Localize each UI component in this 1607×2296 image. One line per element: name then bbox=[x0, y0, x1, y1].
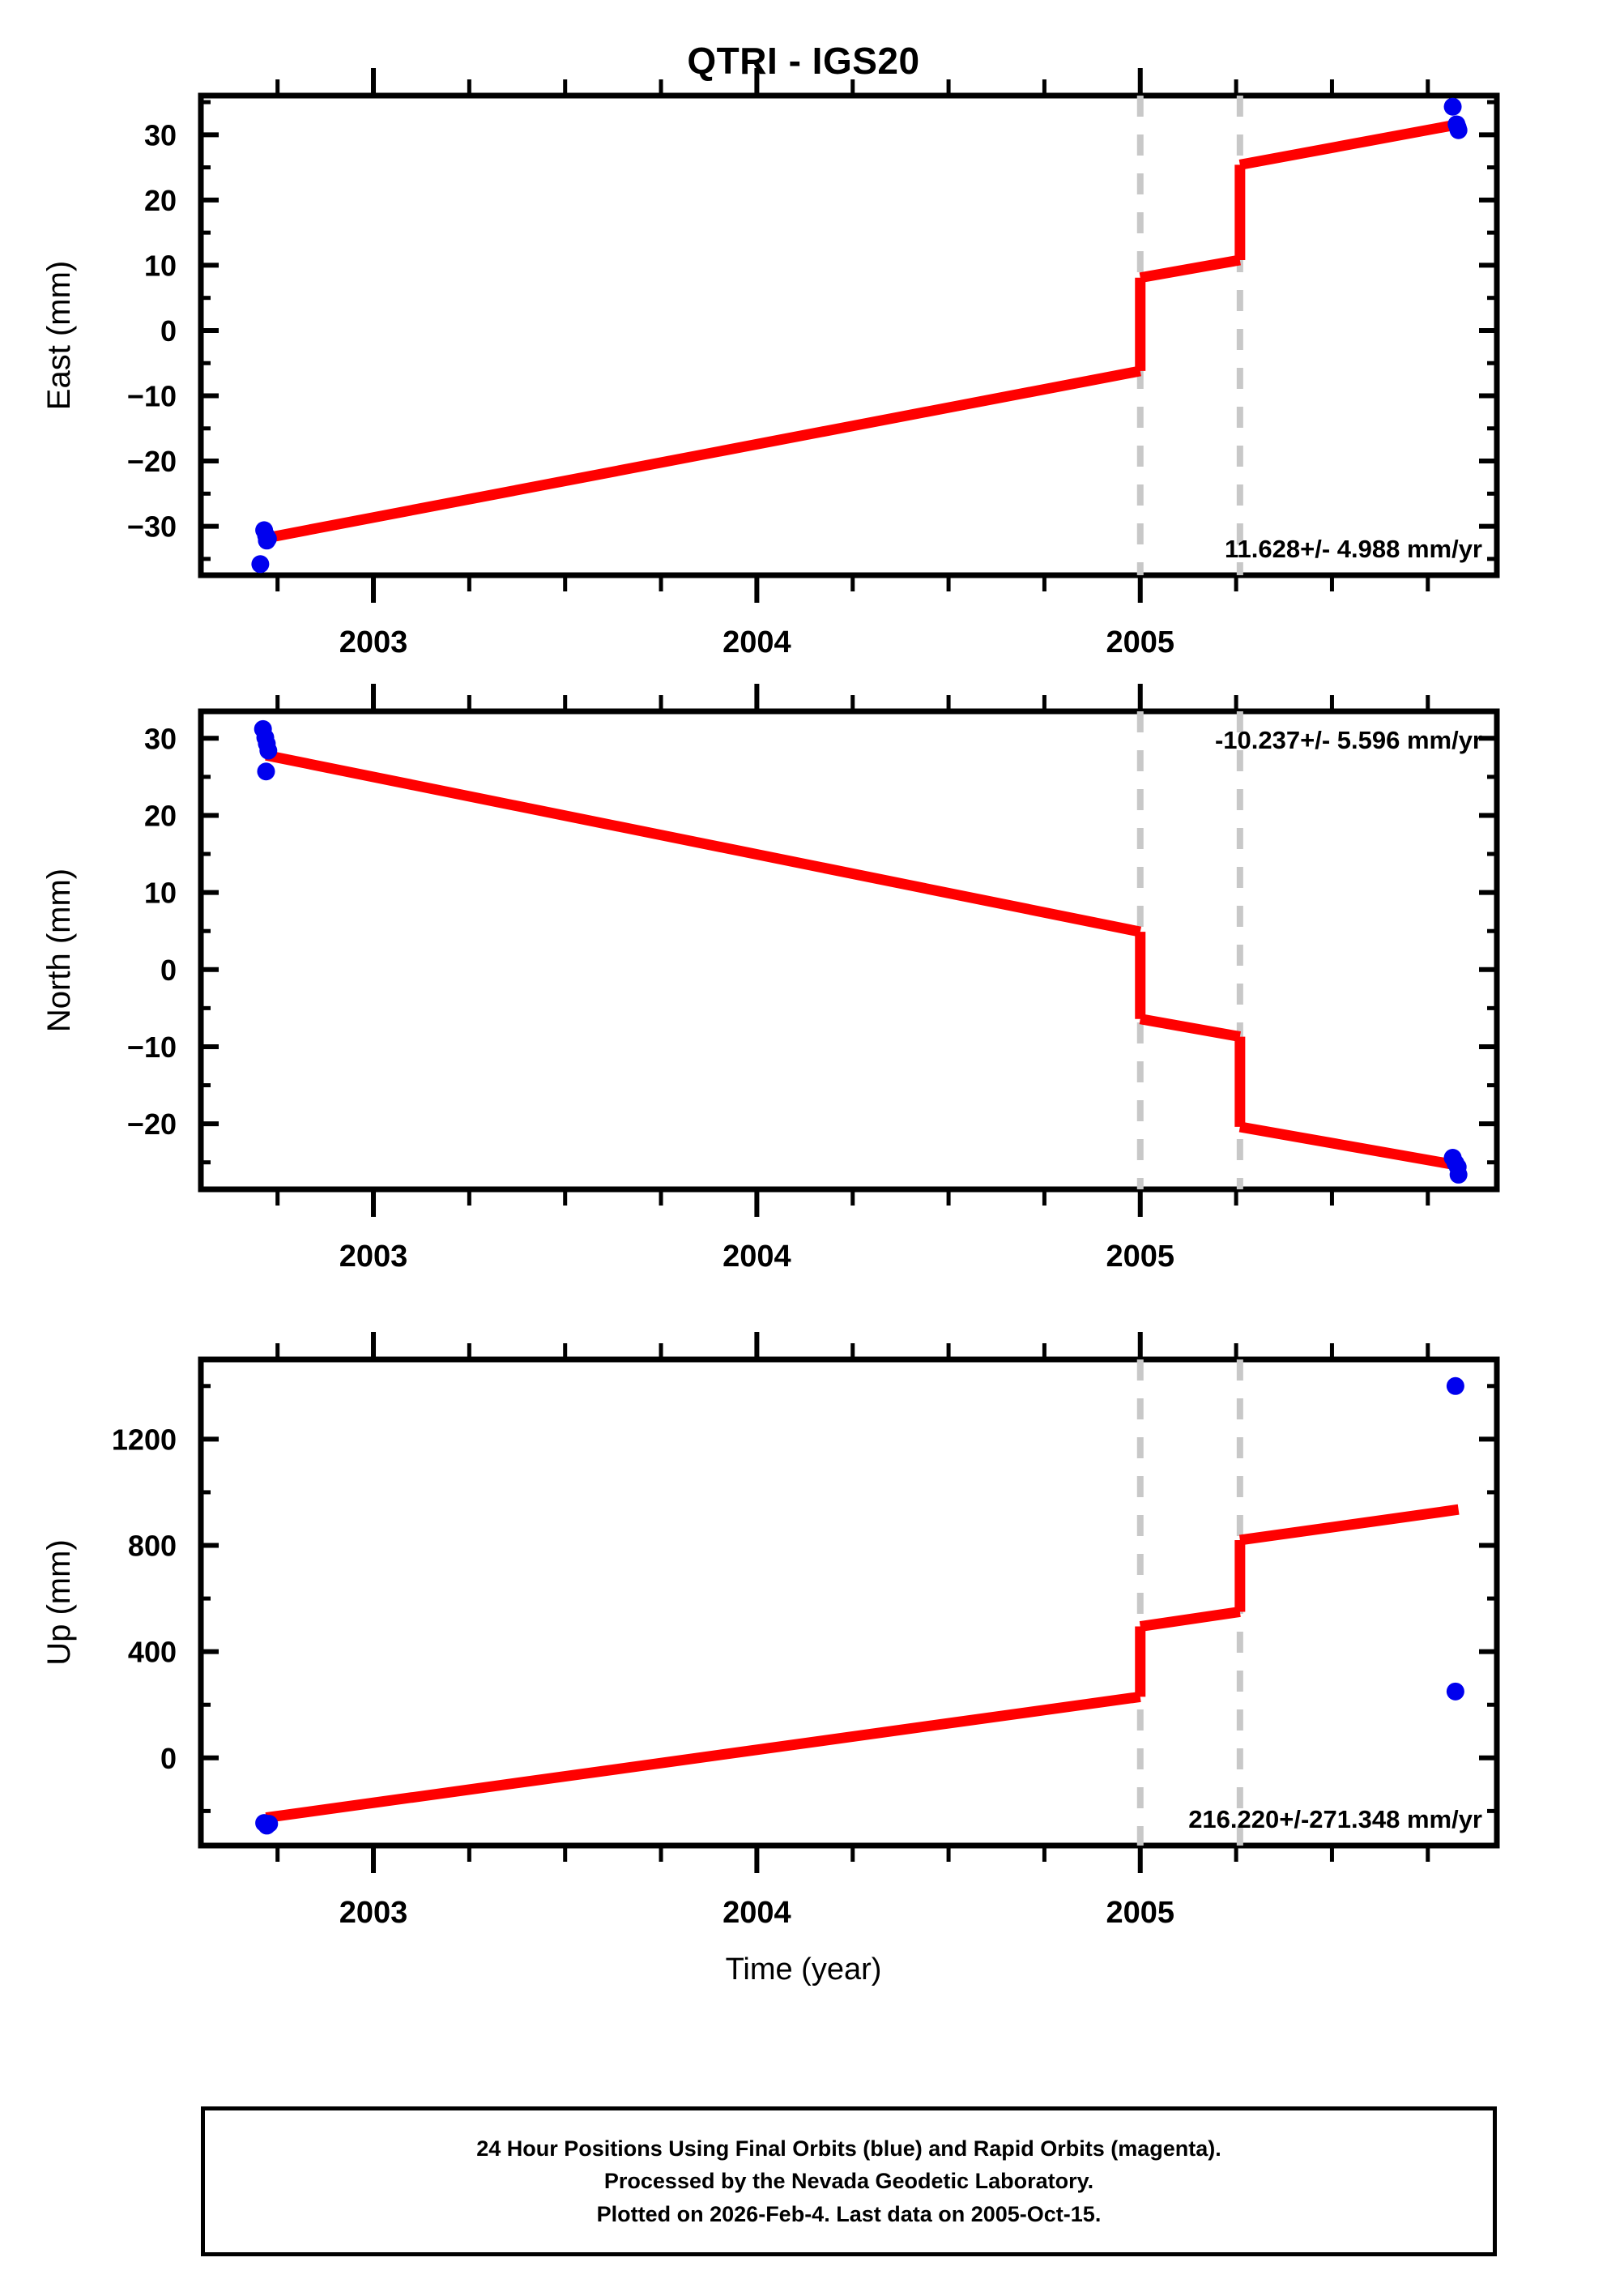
y-tick-label-north-3: 10 bbox=[144, 877, 177, 910]
y-tick-label-north-5: 30 bbox=[144, 722, 177, 755]
model-trend-segment-north-1 bbox=[1139, 1014, 1241, 1042]
y-tick-label-up-1: 400 bbox=[128, 1636, 177, 1669]
caption-line-3: Plotted on 2026-Feb-4. Last data on 2005… bbox=[596, 2201, 1102, 2226]
page-title: QTRI - IGS20 bbox=[687, 40, 920, 82]
data-point-north-4 bbox=[257, 762, 275, 781]
y-tick-label-east-1: −20 bbox=[127, 445, 177, 478]
panel-north: −20 −10 0 10 20 30 2003 2004 2005 -10.237+/- 5.59… bbox=[0, 632, 1607, 1312]
x-tick-label-up-2: 2005 bbox=[1106, 1896, 1174, 1930]
figure-caption-box: 24 Hour Positions Using Final Orbits (bl… bbox=[201, 2106, 1497, 2256]
y-tick-label-up-2: 800 bbox=[128, 1530, 177, 1563]
model-trend-segment-east-2 bbox=[1238, 119, 1460, 170]
x-tick-label-up-1: 2004 bbox=[723, 1896, 791, 1930]
model-trend-segment-east-0 bbox=[265, 365, 1141, 544]
y-tick-label-north-1: −10 bbox=[127, 1031, 177, 1064]
data-point-north-8 bbox=[1449, 1165, 1468, 1184]
model-trend-segment-north-2 bbox=[1238, 1121, 1460, 1171]
y-axis-title-north: North (mm) bbox=[41, 868, 77, 1032]
panel-north-svg: −20 −10 0 10 20 30 2003 2004 2005 -10.237+/- 5.59… bbox=[41, 684, 1500, 1274]
y-tick-label-east-2: −10 bbox=[127, 380, 177, 413]
panel-up: 0 400 800 1200 2003 2004 2005 216.220+/-271.348… bbox=[0, 1264, 1607, 1993]
model-trend-segment-up-0 bbox=[265, 1691, 1141, 1824]
panel-east: −30 −20 −10 0 10 20 30 2003 2004 2005 11.628+/- 4.… bbox=[0, 0, 1607, 681]
model-trend-segment-up-1 bbox=[1139, 1607, 1241, 1632]
rate-annotation-up: 216.220+/-271.348 mm/yr bbox=[1188, 1805, 1482, 1833]
caption-line-2: Processed by the Nevada Geodetic Laborat… bbox=[603, 2169, 1094, 2194]
data-point-east-8 bbox=[1448, 118, 1467, 137]
x-tick-label-north-1: 2004 bbox=[723, 1240, 791, 1274]
y-tick-label-up-3: 1200 bbox=[112, 1423, 177, 1456]
x-tick-label-north-0: 2003 bbox=[339, 1240, 408, 1274]
plot-frame-north bbox=[198, 708, 1500, 1193]
data-point-east-3 bbox=[258, 529, 277, 548]
y-tick-label-east-3: 0 bbox=[160, 314, 177, 348]
caption-line-1: 24 Hour Positions Using Final Orbits (bl… bbox=[476, 2136, 1221, 2161]
y-tick-label-north-2: 0 bbox=[160, 954, 177, 987]
data-point-east-5 bbox=[1443, 97, 1462, 116]
y-tick-label-up-0: 0 bbox=[160, 1742, 177, 1775]
y-tick-label-east-5: 20 bbox=[144, 184, 177, 217]
y-tick-label-north-4: 20 bbox=[144, 799, 177, 832]
x-tick-label-up-0: 2003 bbox=[339, 1896, 408, 1930]
data-point-up-2 bbox=[260, 1815, 279, 1833]
rate-annotation-east: 11.628+/- 4.988 mm/yr bbox=[1225, 535, 1482, 563]
model-trend-segment-up-2 bbox=[1238, 1504, 1460, 1546]
data-point-east-4 bbox=[251, 555, 270, 574]
y-axis-title-up: Up (mm) bbox=[41, 1539, 77, 1666]
x-tick-label-east-2: 2005 bbox=[1106, 625, 1174, 659]
panel-east-svg: −30 −20 −10 0 10 20 30 2003 2004 2005 11.628+/- 4.… bbox=[41, 68, 1500, 659]
rate-annotation-north: -10.237+/- 5.596 mm/yr bbox=[1215, 726, 1482, 754]
data-point-north-3 bbox=[259, 741, 278, 760]
model-trend-segment-east-1 bbox=[1139, 254, 1241, 284]
x-axis-title: Time (year) bbox=[725, 1952, 882, 1987]
data-point-up-4 bbox=[1446, 1682, 1464, 1701]
x-tick-label-north-2: 2005 bbox=[1106, 1240, 1174, 1274]
data-point-up-3 bbox=[1446, 1376, 1464, 1395]
y-axis-title-east: East (mm) bbox=[41, 261, 77, 410]
plot-frame-east bbox=[198, 92, 1500, 578]
model-trend-segment-north-0 bbox=[265, 749, 1142, 937]
panel-up-svg: 0 400 800 1200 2003 2004 2005 216.220+/-271.348… bbox=[41, 1332, 1500, 1930]
x-tick-label-east-1: 2004 bbox=[723, 625, 791, 659]
y-tick-label-east-0: −30 bbox=[127, 510, 177, 544]
y-tick-label-north-0: −20 bbox=[127, 1107, 177, 1141]
y-tick-label-east-4: 10 bbox=[144, 249, 177, 282]
plot-frame-up bbox=[198, 1356, 1500, 1849]
y-tick-label-east-6: 30 bbox=[144, 118, 177, 152]
x-tick-label-east-0: 2003 bbox=[339, 625, 408, 659]
